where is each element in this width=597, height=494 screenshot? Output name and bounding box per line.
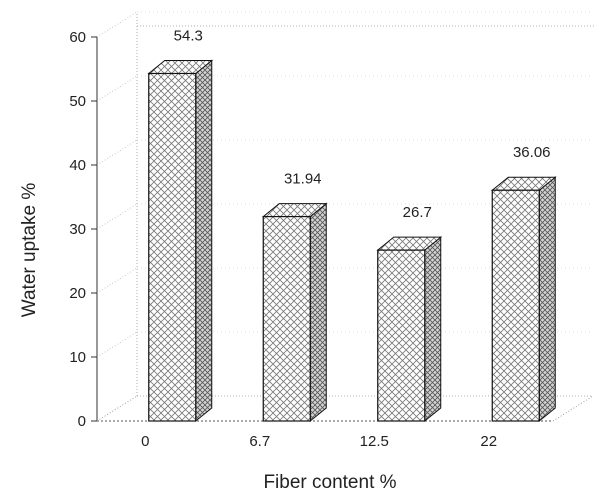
bar: 26.7 [376, 204, 443, 423]
bar-value-label: 26.7 [403, 204, 432, 221]
gridline-side [96, 75, 138, 102]
bar-side [309, 202, 327, 423]
y-axis-label: Water uptake % [19, 183, 40, 318]
y-tick-label: 20 [69, 285, 86, 302]
bar-side [424, 236, 442, 423]
bar-value-label: 36.06 [513, 144, 551, 161]
y-axis-ticks: 0 10 20 30 40 50 60 [69, 29, 97, 430]
bar-front [377, 249, 426, 422]
floor-right-edge [552, 395, 594, 422]
gridline-side [96, 267, 138, 294]
y-tick-label: 0 [78, 413, 86, 430]
x-tick-label: 12.5 [360, 433, 389, 450]
x-axis-ticks: 0 6.7 12.5 22 [141, 433, 497, 450]
x-tick-label: 0 [141, 433, 149, 450]
bar-front [491, 189, 540, 422]
gridline-side [96, 395, 138, 422]
bar-value-label: 31.94 [284, 171, 322, 188]
y-tick-label: 60 [69, 29, 86, 46]
x-tick-label: 6.7 [249, 433, 270, 450]
gridline-side [96, 203, 138, 230]
gridline-side [96, 139, 138, 166]
y-tick-label: 30 [69, 221, 86, 238]
bar-side [195, 59, 213, 423]
gridline-side [96, 331, 138, 358]
bar: 31.94 [261, 171, 328, 423]
floor-left-edge [96, 395, 138, 422]
x-axis-label: Fiber content % [263, 472, 396, 493]
bar-front [148, 72, 197, 422]
bar-front [262, 215, 311, 422]
y-tick-label: 10 [69, 349, 86, 366]
bar-value-label: 54.3 [174, 27, 203, 44]
bars: 54.3 31.94 26.7 36.06 [147, 27, 557, 423]
y-tick-label: 50 [69, 93, 86, 110]
bar: 36.06 [490, 144, 557, 423]
bar: 54.3 [147, 27, 214, 423]
y-tick-label: 40 [69, 157, 86, 174]
bar-side [538, 176, 556, 423]
gridline-side [96, 11, 138, 38]
x-tick-label: 22 [480, 433, 497, 450]
